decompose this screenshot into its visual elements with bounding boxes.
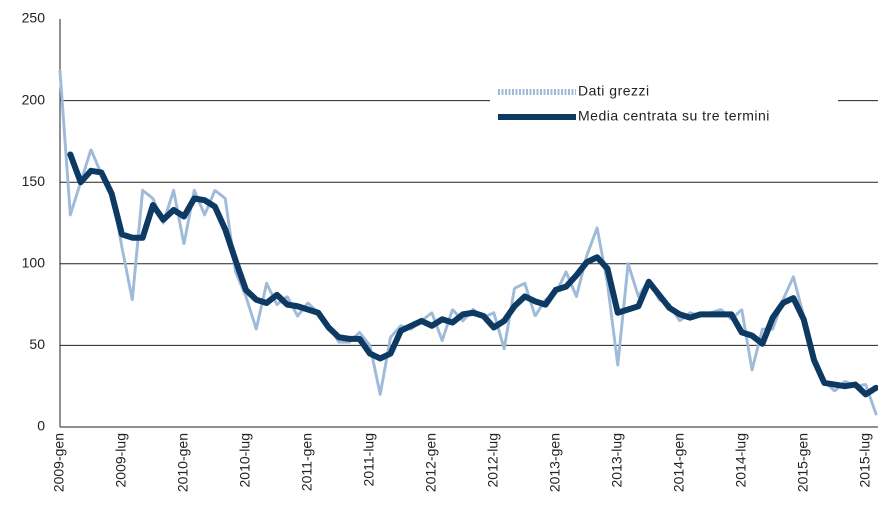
y-tick-label: 200 — [22, 91, 46, 107]
x-tick-label: 2014-gen — [670, 433, 686, 492]
y-tick-label: 250 — [22, 10, 46, 26]
x-tick-label: 2010-lug — [237, 433, 253, 488]
y-tick-label: 100 — [22, 255, 46, 271]
x-tick-label: 2013-gen — [547, 433, 563, 492]
legend-label: Dati grezzi — [578, 83, 650, 99]
x-tick-label: 2011-gen — [299, 433, 315, 491]
x-tick-label: 2010-gen — [175, 433, 191, 492]
x-tick-label: 2011-lug — [361, 433, 377, 486]
x-tick-label: 2009-gen — [51, 433, 67, 492]
legend-box — [490, 76, 838, 132]
x-tick-label: 2012-lug — [485, 433, 501, 488]
x-tick-label: 2014-lug — [732, 433, 748, 488]
y-tick-label: 150 — [22, 173, 46, 189]
x-tick-label: 2012-gen — [423, 433, 439, 492]
x-tick-label: 2009-lug — [113, 433, 129, 488]
y-tick-label: 50 — [29, 336, 45, 352]
x-tick-label: 2015-lug — [856, 433, 872, 488]
x-tick-label: 2015-gen — [794, 433, 810, 492]
y-tick-label: 0 — [37, 418, 45, 434]
legend-label: Media centrata su tre termini — [578, 108, 770, 124]
series-line — [67, 151, 878, 398]
x-tick-label: 2013-lug — [608, 433, 624, 488]
